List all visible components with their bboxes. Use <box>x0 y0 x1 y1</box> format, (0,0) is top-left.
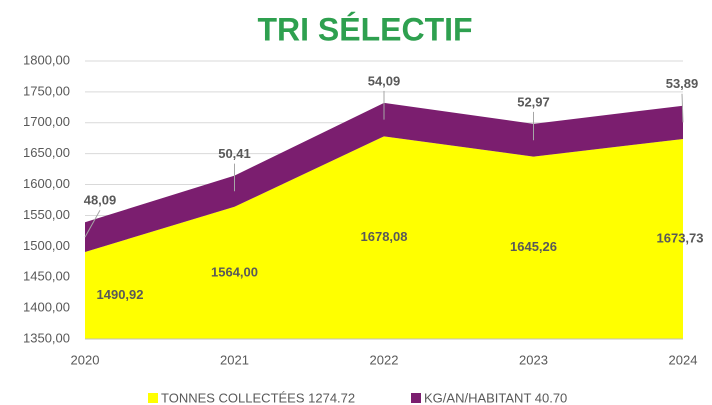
data-label: 1645,26 <box>510 239 557 254</box>
x-tick-label: 2022 <box>370 352 399 367</box>
data-label: 1490,92 <box>97 287 144 302</box>
y-tick-label: 1700,00 <box>23 114 70 129</box>
y-tick-label: 1550,00 <box>23 207 70 222</box>
x-tick-label: 2024 <box>669 352 698 367</box>
y-tick-label: 1400,00 <box>23 300 70 315</box>
legend-swatch <box>411 393 421 403</box>
y-tick-label: 1450,00 <box>23 269 70 284</box>
y-tick-label: 1800,00 <box>23 52 70 67</box>
legend-swatch <box>148 393 158 403</box>
data-label: 1564,00 <box>211 264 258 279</box>
data-label: 54,09 <box>368 73 401 88</box>
y-tick-label: 1650,00 <box>23 145 70 160</box>
area <box>85 136 683 339</box>
y-tick-label: 1350,00 <box>23 330 70 345</box>
legend-label: TONNES COLLECTÉES 1274.72 <box>161 390 355 405</box>
y-tick-label: 1750,00 <box>23 83 70 98</box>
data-label: 52,97 <box>517 94 550 109</box>
data-label: 50,41 <box>218 146 251 161</box>
leader-line <box>84 209 101 238</box>
y-tick-label: 1500,00 <box>23 238 70 253</box>
leader-line <box>681 93 684 123</box>
data-label: 1673,73 <box>657 230 704 245</box>
x-tick-label: 2021 <box>220 352 249 367</box>
data-label: 53,89 <box>666 76 699 91</box>
legend-label: KG/AN/HABITANT 40.70 <box>424 390 567 405</box>
x-tick-label: 2020 <box>71 352 100 367</box>
y-tick-label: 1600,00 <box>23 176 70 191</box>
data-label: 1678,08 <box>361 229 408 244</box>
chart-title: TRI SÉLECTIF <box>257 11 472 47</box>
x-tick-label: 2023 <box>519 352 548 367</box>
data-label: 48,09 <box>84 193 117 208</box>
